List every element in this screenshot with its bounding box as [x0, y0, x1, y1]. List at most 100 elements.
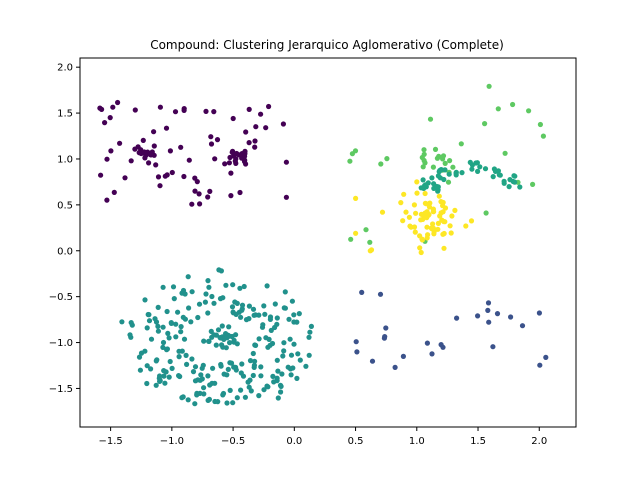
x-tick-label: 1.0: [409, 436, 425, 447]
data-point: [205, 278, 211, 284]
data-point: [181, 336, 188, 342]
data-point: [517, 184, 523, 190]
data-point: [238, 387, 244, 393]
data-point: [219, 342, 225, 348]
data-point: [348, 236, 354, 242]
data-point: [421, 151, 427, 157]
y-tick-label: 2.0: [57, 63, 73, 74]
data-point: [384, 156, 390, 162]
data-point: [436, 193, 442, 199]
y-tick-label: 0.5: [57, 200, 73, 211]
data-point: [207, 188, 213, 194]
data-point: [274, 357, 280, 363]
data-point: [203, 291, 209, 297]
data-point: [215, 327, 222, 333]
data-point: [165, 330, 171, 336]
data-point: [104, 197, 110, 203]
data-point: [234, 300, 240, 306]
data-point: [156, 375, 162, 381]
data-point: [98, 172, 104, 178]
data-point: [175, 309, 181, 315]
data-point: [246, 316, 252, 322]
data-point: [435, 220, 441, 226]
data-point: [467, 159, 473, 165]
data-point: [272, 301, 278, 307]
data-point: [412, 229, 418, 235]
data-point: [148, 366, 154, 372]
data-point: [306, 334, 312, 340]
data-point: [430, 221, 436, 227]
data-point: [429, 351, 435, 357]
data-point: [234, 395, 240, 401]
data-point: [426, 204, 433, 210]
scatter-points: [97, 83, 549, 407]
data-point: [226, 324, 232, 330]
data-point: [173, 321, 179, 327]
data-point: [447, 158, 453, 164]
data-point: [167, 148, 173, 154]
data-point: [406, 214, 412, 220]
data-point: [196, 301, 203, 307]
x-tick-label: 1.5: [470, 436, 486, 447]
data-point: [99, 106, 105, 112]
data-point: [144, 363, 150, 369]
data-point: [252, 138, 258, 144]
data-point: [161, 368, 167, 374]
data-point: [400, 218, 406, 224]
data-point: [511, 173, 517, 179]
data-point: [424, 224, 430, 230]
data-point: [141, 149, 147, 155]
data-point: [224, 400, 230, 406]
data-point: [282, 305, 288, 311]
data-point: [447, 223, 453, 229]
data-point: [367, 248, 373, 254]
data-point: [151, 129, 157, 135]
data-point: [162, 380, 168, 386]
data-point: [189, 289, 195, 295]
data-point: [482, 121, 488, 127]
data-point: [434, 183, 440, 190]
data-point: [291, 319, 297, 325]
data-point: [182, 316, 188, 322]
data-point: [242, 394, 248, 400]
data-point: [142, 297, 148, 303]
data-point: [245, 379, 251, 385]
data-point: [160, 339, 167, 346]
data-point: [440, 199, 446, 206]
data-point: [530, 181, 536, 187]
data-point: [253, 342, 259, 348]
data-point: [496, 172, 502, 178]
data-point: [475, 168, 481, 174]
data-point: [477, 164, 483, 170]
data-point: [421, 147, 427, 153]
data-point: [132, 107, 138, 113]
data-point: [263, 125, 269, 131]
data-point: [210, 365, 216, 371]
data-point: [250, 372, 256, 379]
data-point: [223, 345, 229, 351]
data-point: [414, 179, 420, 185]
data-point: [420, 164, 426, 170]
data-point: [269, 340, 276, 347]
data-point: [185, 397, 191, 403]
data-point: [169, 365, 175, 371]
data-point: [227, 387, 233, 393]
data-point: [475, 313, 481, 319]
data-point: [153, 319, 160, 325]
data-point: [212, 398, 218, 405]
data-point: [186, 305, 192, 311]
data-point: [211, 109, 217, 115]
data-point: [246, 106, 252, 112]
data-point: [418, 217, 424, 223]
y-axis: −1.5 −1.0 −0.5 0.0 0.5 1.0 1.5 2.0: [49, 63, 80, 395]
data-point: [378, 161, 384, 167]
data-point: [219, 323, 225, 329]
data-point: [163, 125, 170, 131]
data-point: [201, 385, 207, 391]
data-point: [170, 284, 177, 290]
data-point: [363, 227, 369, 233]
data-point: [164, 308, 170, 315]
data-point: [260, 322, 266, 328]
data-point: [202, 299, 208, 305]
data-point: [166, 335, 172, 341]
